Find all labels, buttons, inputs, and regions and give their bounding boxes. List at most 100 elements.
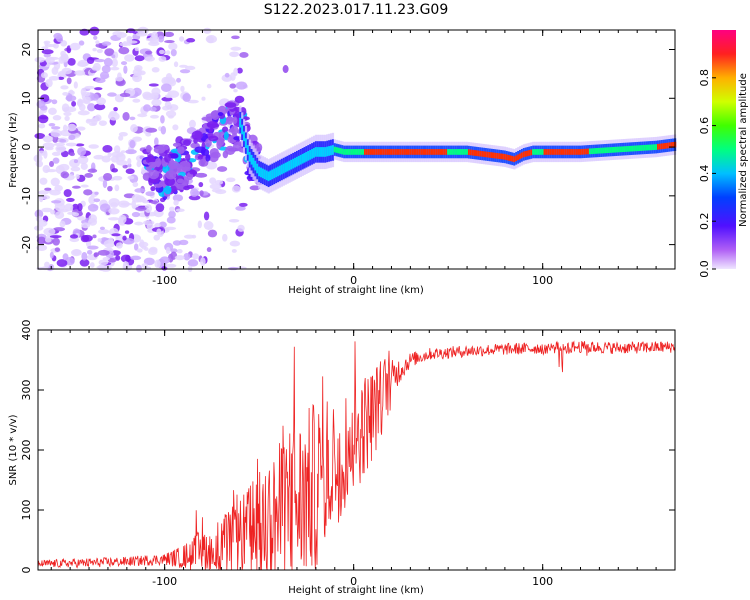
spectrogram-ridge-core <box>467 149 471 156</box>
spectrogram-ridge-core <box>339 148 342 154</box>
spectrogram-blob <box>101 41 112 46</box>
spectrogram-blob <box>154 137 159 146</box>
spectrogram-blob <box>150 114 159 119</box>
spectrogram-frame <box>37 29 676 270</box>
spectrogram-blob <box>42 135 54 143</box>
spectrogram-blob <box>169 165 181 175</box>
spectrogram-ridge-core <box>501 153 505 160</box>
spectrogram-blob <box>164 101 172 109</box>
spectrogram-blob <box>34 56 45 63</box>
spectrogram-blob <box>69 89 74 94</box>
spectrogram-ridge-core <box>649 144 652 151</box>
spectrogram-ridge-core <box>619 146 622 153</box>
y-tick-label: -20 <box>20 236 33 254</box>
spectrogram-blob <box>72 212 80 217</box>
spectrogram-ridge-core <box>464 149 467 155</box>
spectrogram-ridge-core <box>426 149 429 155</box>
colorbar-tick-label: 0.2 <box>698 212 711 230</box>
spectrogram-blob <box>139 197 147 203</box>
spectrogram-blob <box>173 61 179 68</box>
spectrogram-blob <box>69 234 79 239</box>
spectrogram-ridge-core <box>311 149 314 159</box>
spectrogram-blob <box>209 183 222 190</box>
spectrogram-blob <box>65 95 77 102</box>
spectrogram-blob <box>93 154 105 160</box>
spectrogram-blob <box>83 96 91 105</box>
spectrogram-blob <box>139 239 145 249</box>
spectrogram-ridge-core <box>498 153 501 159</box>
spectrogram-ridge-core <box>553 149 556 155</box>
spectrogram-ridge-core <box>596 147 599 154</box>
spectrogram-ridge-core <box>267 171 270 182</box>
spectrogram-blob <box>107 92 117 97</box>
spectrogram-ridge-core <box>290 159 293 170</box>
spectrogram-blob <box>50 177 60 187</box>
spectrogram-ridge-core <box>592 148 595 154</box>
spectrogram-blob <box>126 28 136 34</box>
spectrogram-ridge-core <box>638 145 641 152</box>
spectrogram-ridge-core <box>318 147 321 157</box>
spectrogram-ridge-core <box>607 147 611 153</box>
spectrogram-ridge-core <box>530 149 533 156</box>
spectrogram-ridge-core <box>549 149 552 155</box>
spectrogram-blob <box>69 152 75 157</box>
spectrogram-ridge-core <box>621 146 624 153</box>
spectrogram-blob <box>84 217 89 223</box>
spectrogram-blob <box>40 94 50 103</box>
spectrogram-ridge-core <box>494 152 497 159</box>
spectrogram-blob <box>170 49 177 57</box>
spectrogram-blob <box>93 198 101 203</box>
spectrogram-blob <box>60 40 68 47</box>
spectrogram-blob <box>71 100 77 107</box>
snr-y-ticks: 0 100 200 300 400 <box>20 320 675 574</box>
spectrogram-ridge-core <box>260 167 263 178</box>
spectrogram-blob <box>56 259 68 267</box>
spectrogram-blob <box>123 260 129 269</box>
spectrogram-blob <box>179 69 191 74</box>
spectrogram-ridge-core <box>265 170 268 181</box>
spectrogram-blob <box>48 122 56 127</box>
spectrogram-ridge-core <box>239 117 242 128</box>
spectrogram-blob <box>110 202 119 208</box>
spectrogram-ridge-core <box>246 145 250 155</box>
spectrogram-blob <box>116 31 127 39</box>
spectrogram-ridge-core <box>475 150 478 157</box>
spectrogram-blob <box>203 27 212 34</box>
spectrogram-blob <box>135 206 147 211</box>
spectrogram-blob <box>125 254 131 262</box>
spectrogram-blob <box>107 257 117 263</box>
spectrogram-ridge-core <box>600 147 603 154</box>
spectrogram-blob <box>66 197 75 202</box>
spectrogram-blob <box>111 233 121 237</box>
spectrogram-ridge-core <box>316 147 319 157</box>
spectrogram-ridge-core <box>258 166 261 177</box>
spectrogram-ridge-core <box>486 151 490 158</box>
spectrogram-x-label: Height of straight line (km) <box>288 285 424 296</box>
spectrogram-blob <box>53 227 66 232</box>
spectrogram-ridge-core <box>528 150 531 156</box>
spectrogram-blob <box>180 85 185 93</box>
spectrogram-ridge-core <box>409 149 412 155</box>
spectrogram-blob <box>112 175 123 181</box>
spectrogram-blob <box>160 125 167 135</box>
spectrogram-blob <box>88 218 98 226</box>
spectrogram-blob <box>41 46 49 50</box>
spectrogram-blob <box>157 35 165 43</box>
spectrogram-blob <box>148 83 159 87</box>
spectrogram-ridge-core <box>428 149 431 155</box>
spectrogram-blob <box>235 81 248 90</box>
spectrogram-blob <box>176 178 185 184</box>
spectrogram-blob <box>127 175 135 180</box>
spectrogram-blob <box>209 147 219 157</box>
spectrogram-ridge-core <box>401 149 405 155</box>
spectrogram-blob <box>60 50 66 57</box>
spectrogram-blob <box>134 47 139 52</box>
spectrogram-ridge-core <box>433 149 437 155</box>
spectrogram-ridge-core <box>432 149 435 155</box>
spectrogram-ridge-core <box>505 154 508 161</box>
spectrogram-ridge-core <box>532 149 535 155</box>
spectrogram-ridge-core <box>288 160 291 171</box>
spectrogram-blob <box>62 124 68 132</box>
spectrogram-blob <box>191 253 200 260</box>
spectrogram-ridge-core <box>396 149 399 155</box>
